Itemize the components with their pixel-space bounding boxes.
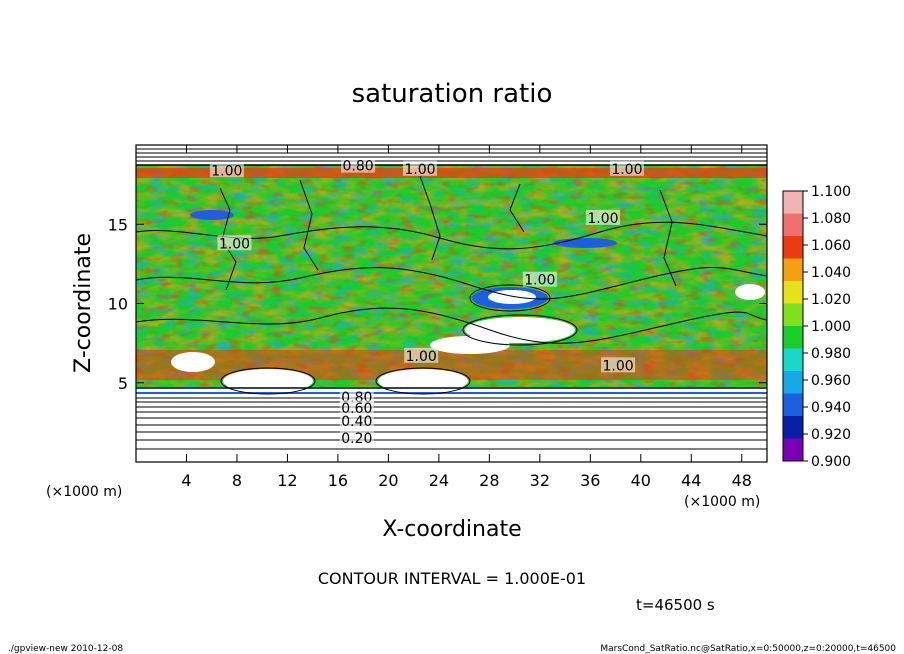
dry-pocket bbox=[465, 317, 575, 343]
colorbar-label: 0.920 bbox=[811, 427, 851, 443]
dry-pocket bbox=[190, 210, 234, 220]
y-axis-label: Z-coordinate bbox=[71, 233, 96, 373]
x-tick-label: 24 bbox=[429, 471, 449, 490]
x-tick-label: 8 bbox=[232, 471, 242, 490]
contour-label: 1.00 bbox=[406, 349, 437, 365]
plot-area: 1.00 0.80 1.00 1.001.001.001.001.001.000.80… bbox=[136, 145, 767, 462]
contour-label-bg bbox=[341, 157, 376, 173]
colorbar-swatch bbox=[783, 258, 803, 281]
contour-label-bg bbox=[339, 400, 374, 416]
contour-label: 1.00 bbox=[404, 162, 435, 178]
x-tick-label: 44 bbox=[681, 471, 701, 490]
y-axis: 5 10 15 bbox=[108, 215, 767, 393]
contour-label: 1.00 bbox=[219, 236, 250, 252]
contour-label: 1.00 bbox=[587, 211, 618, 227]
y-tick-label: 10 bbox=[108, 295, 128, 314]
colorbar-label: 1.000 bbox=[811, 319, 851, 335]
x-unit-label-left: (×1000 m) bbox=[46, 484, 122, 500]
time-label: t=46500 s bbox=[636, 596, 715, 614]
x-tick-label: 28 bbox=[479, 471, 499, 490]
x-tick-label: 32 bbox=[530, 471, 550, 490]
colorbar-swatch bbox=[783, 348, 803, 371]
dry-pocket bbox=[735, 284, 765, 300]
contour-label-bg bbox=[609, 160, 644, 176]
contour-label-bg bbox=[404, 347, 439, 363]
colorbar-label: 0.900 bbox=[811, 454, 851, 470]
x-tick-label: 40 bbox=[631, 471, 651, 490]
colorbar-swatch bbox=[783, 438, 803, 461]
x-tick-label: 48 bbox=[732, 471, 752, 490]
contour-label: 1.00 bbox=[524, 273, 555, 289]
colorbar: 0.900 0.920 0.940 0.960 0.980 1.000 1.020 1.040… bbox=[782, 184, 851, 470]
chart-title: saturation ratio bbox=[352, 79, 553, 109]
upper-subsaturated-region bbox=[136, 145, 767, 165]
footer-left: ./gpview-new 2010-12-08 bbox=[8, 644, 123, 654]
footer-right: MarsCond_SatRatio.nc@SatRatio,x=0:50000,… bbox=[600, 644, 896, 654]
x-tick-label: 12 bbox=[277, 471, 297, 490]
colorbar-swatch bbox=[783, 281, 803, 304]
contour-label-bg bbox=[339, 412, 374, 428]
colorbar-swatch bbox=[783, 303, 803, 326]
dry-pocket bbox=[553, 238, 617, 248]
colorbar-swatch bbox=[783, 416, 803, 439]
dry-pocket bbox=[171, 352, 215, 372]
colorbar-swatch bbox=[783, 371, 803, 394]
colorbar-swatch bbox=[783, 236, 803, 259]
contour-label-bg bbox=[402, 160, 437, 176]
contour-interval-text: CONTOUR INTERVAL = 1.000E-01 bbox=[318, 569, 586, 588]
colorbar-swatch bbox=[783, 213, 803, 236]
colorbar-swatch bbox=[783, 393, 803, 416]
colorbar-label: 0.980 bbox=[811, 346, 851, 362]
colorbar-label: 0.960 bbox=[811, 373, 851, 389]
colorbar-label: 1.020 bbox=[811, 292, 851, 308]
contour-label-bg bbox=[209, 162, 244, 178]
y-tick-label: 15 bbox=[108, 215, 128, 234]
x-tick-label: 4 bbox=[181, 471, 191, 490]
colorbar-label: 1.060 bbox=[811, 238, 851, 254]
contour-label-bg bbox=[601, 357, 636, 373]
contour-label: 0.80 bbox=[343, 159, 374, 175]
colorbar-label: 0.940 bbox=[811, 400, 851, 416]
contour-labels: 1.00 0.80 1.00 1.001.001.001.001.001.000.80… bbox=[209, 157, 644, 447]
x-axis-label: X-coordinate bbox=[382, 517, 521, 542]
top-layer-band bbox=[136, 168, 767, 178]
dry-pocket bbox=[430, 336, 510, 354]
contour-lines bbox=[136, 148, 767, 450]
colorbar-swatch bbox=[783, 326, 803, 349]
colorbar-label: 1.040 bbox=[811, 265, 851, 281]
colorbar-label: 1.100 bbox=[811, 184, 851, 200]
colorbar-swatch bbox=[783, 191, 803, 214]
contour-label-bg bbox=[339, 430, 374, 446]
contour-label-bg bbox=[217, 235, 252, 251]
contour-label: 1.00 bbox=[602, 358, 633, 374]
contour-label-bg bbox=[522, 271, 557, 287]
x-tick-label: 36 bbox=[580, 471, 600, 490]
x-tick-label: 16 bbox=[328, 471, 348, 490]
x-tick-label: 20 bbox=[378, 471, 398, 490]
colorbar-label: 1.080 bbox=[811, 211, 851, 227]
x-axis: 4 8 12 16 20 24 28 32 36 40 44 48 bbox=[181, 145, 752, 490]
contour-label: 1.00 bbox=[211, 163, 242, 179]
contour-label: 1.00 bbox=[611, 162, 642, 178]
contour-label: 0.20 bbox=[341, 431, 372, 447]
x-unit-label-right: (×1000 m) bbox=[684, 494, 760, 510]
contour-label: 0.40 bbox=[341, 414, 372, 430]
contour-label-bg bbox=[585, 209, 620, 225]
y-tick-label: 5 bbox=[118, 374, 128, 393]
